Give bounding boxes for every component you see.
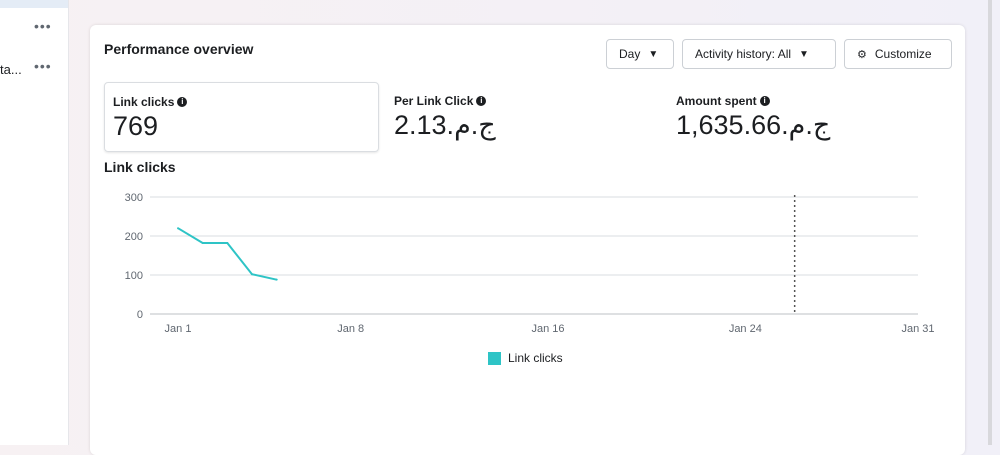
info-icon[interactable]: i xyxy=(476,96,487,106)
scrollbar[interactable] xyxy=(988,0,992,445)
line-chart: 0 100 200 300 Jan 1 Jan 8 Jan 16 Jan 24 Jan 31 xyxy=(125,192,935,335)
x-tick-label: Jan 1 xyxy=(165,323,192,335)
sidebar: ••• ta... ••• xyxy=(0,0,69,445)
x-tick-label: Jan 16 xyxy=(531,323,564,335)
sidebar-item-label[interactable]: ta... xyxy=(0,62,22,77)
metric-label: Amount spent xyxy=(676,94,757,108)
metric-per-link-click[interactable]: Per Link Click i 2.13.ج.م xyxy=(386,82,646,152)
customize-button[interactable]: ⚙ Customize xyxy=(844,39,952,69)
metric-value: 769 xyxy=(113,111,159,141)
metric-label: Per Link Click xyxy=(394,94,474,108)
performance-overview-card: Performance overview Day ▼ Activity histo… xyxy=(90,25,965,455)
data-point xyxy=(226,242,229,245)
data-point xyxy=(275,278,278,281)
metric-label: Link clicks xyxy=(113,95,175,109)
panel-title: Performance overview xyxy=(104,41,254,57)
metric-value: 1,635.66.ج.م xyxy=(676,110,831,140)
chart-legend[interactable]: Link clicks xyxy=(488,351,563,365)
x-tick-label: Jan 24 xyxy=(729,323,762,335)
y-tick-label: 300 xyxy=(125,192,143,204)
activity-history-dropdown[interactable]: Activity history: All ▼ xyxy=(682,39,836,69)
y-tick-label: 0 xyxy=(137,309,143,321)
y-tick-label: 200 xyxy=(125,231,143,243)
metric-value: 2.13.ج.م xyxy=(394,110,496,140)
customize-label: Customize xyxy=(874,47,932,61)
data-point xyxy=(201,242,204,245)
day-dropdown[interactable]: Day ▼ xyxy=(606,39,674,69)
x-tick-label: Jan 31 xyxy=(901,323,934,335)
legend-swatch xyxy=(488,351,501,365)
y-tick-label: 100 xyxy=(125,270,143,282)
info-icon[interactable]: i xyxy=(759,96,770,106)
legend-label: Link clicks xyxy=(508,351,563,365)
info-icon[interactable]: i xyxy=(177,97,188,107)
metric-link-clicks[interactable]: Link clicks i 769 xyxy=(104,82,379,152)
data-point xyxy=(251,273,253,276)
caret-down-icon: ▼ xyxy=(648,48,659,60)
more-options-button[interactable]: ••• xyxy=(34,18,52,34)
day-label: Day xyxy=(619,47,641,61)
more-options-button[interactable]: ••• xyxy=(34,58,52,74)
metric-amount-spent[interactable]: Amount spent i 1,635.66.ج.م xyxy=(668,82,948,152)
caret-down-icon: ▼ xyxy=(799,48,809,60)
x-tick-label: Jan 8 xyxy=(337,323,364,335)
settings-icon: ⚙ xyxy=(857,48,867,61)
sidebar-header xyxy=(0,0,68,8)
data-point xyxy=(177,227,179,230)
activity-label: Activity history: All xyxy=(695,47,792,61)
chart-title: Link clicks xyxy=(104,159,176,175)
